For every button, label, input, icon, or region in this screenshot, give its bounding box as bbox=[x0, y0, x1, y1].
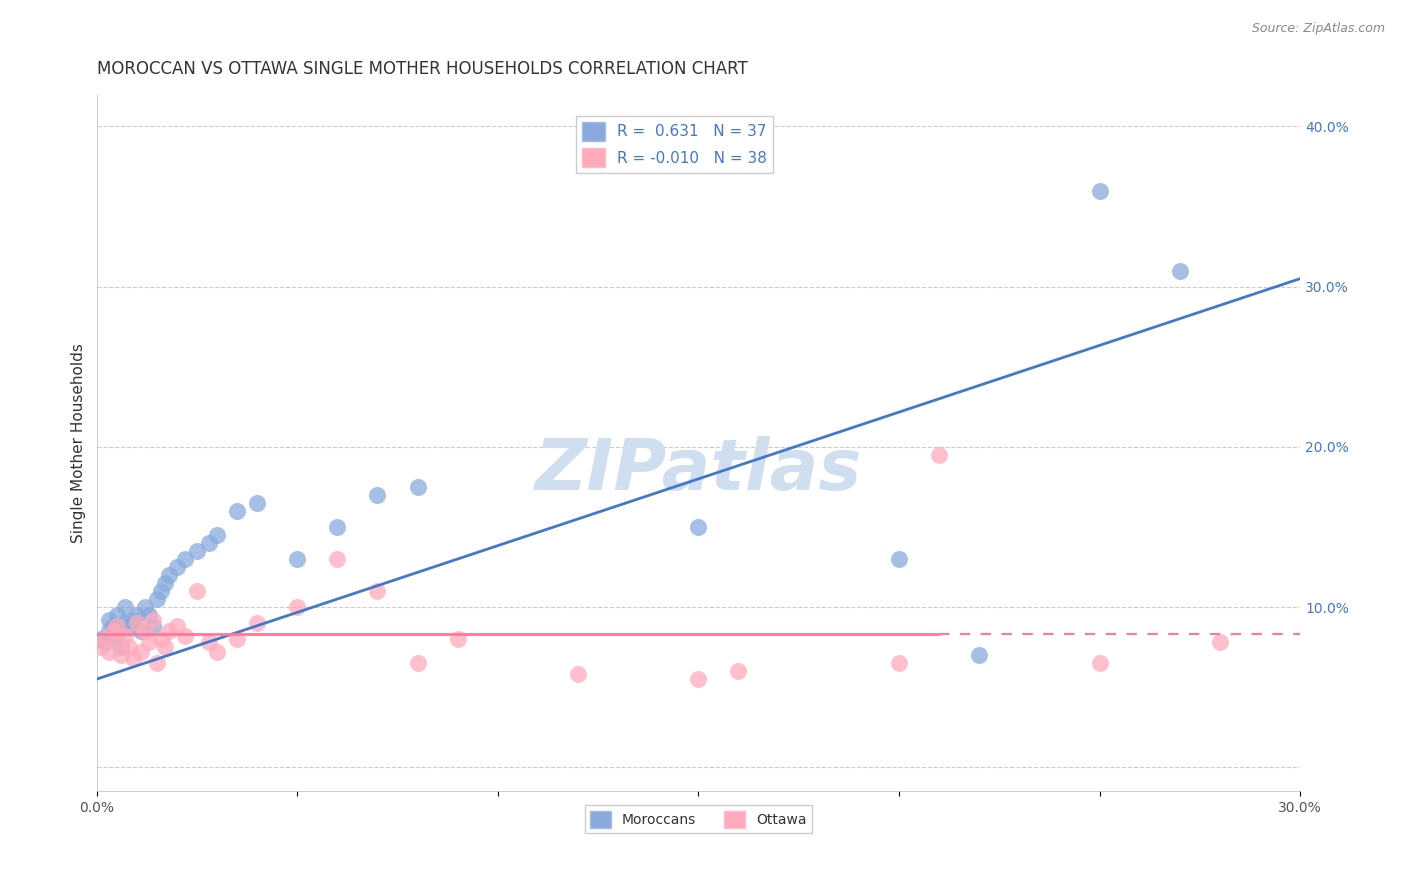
Point bbox=[174, 552, 197, 566]
Point bbox=[146, 656, 169, 670]
Point bbox=[205, 528, 228, 542]
Text: MOROCCAN VS OTTAWA SINGLE MOTHER HOUSEHOLDS CORRELATION CHART: MOROCCAN VS OTTAWA SINGLE MOTHER HOUSEHO… bbox=[97, 60, 748, 78]
Y-axis label: Single Mother Households: Single Mother Households bbox=[72, 343, 86, 543]
Point bbox=[226, 504, 249, 518]
Point bbox=[121, 651, 143, 665]
Point bbox=[727, 664, 749, 678]
Point bbox=[101, 624, 124, 638]
Point bbox=[105, 608, 128, 623]
Point bbox=[125, 608, 148, 623]
Point bbox=[366, 488, 388, 502]
Point bbox=[967, 648, 990, 662]
Point bbox=[138, 635, 160, 649]
Point bbox=[93, 635, 115, 649]
Point bbox=[114, 616, 136, 631]
Point bbox=[105, 635, 128, 649]
Point bbox=[326, 552, 349, 566]
Point bbox=[1088, 184, 1111, 198]
Point bbox=[125, 616, 148, 631]
Point bbox=[129, 645, 152, 659]
Point bbox=[246, 616, 269, 631]
Point bbox=[142, 619, 165, 633]
Point bbox=[246, 496, 269, 510]
Point bbox=[1209, 635, 1232, 649]
Point bbox=[366, 584, 388, 599]
Point bbox=[166, 619, 188, 633]
Point bbox=[90, 632, 112, 646]
Point bbox=[110, 640, 132, 654]
Point bbox=[406, 656, 429, 670]
Point bbox=[887, 552, 910, 566]
Point bbox=[142, 613, 165, 627]
Point bbox=[118, 640, 141, 654]
Point bbox=[129, 624, 152, 638]
Point bbox=[118, 619, 141, 633]
Point bbox=[134, 600, 156, 615]
Point bbox=[105, 629, 128, 643]
Point bbox=[567, 667, 589, 681]
Text: ZIPatlas: ZIPatlas bbox=[534, 436, 862, 505]
Point bbox=[97, 613, 120, 627]
Point bbox=[110, 648, 132, 662]
Point bbox=[90, 640, 112, 654]
Point bbox=[174, 629, 197, 643]
Point bbox=[101, 619, 124, 633]
Point bbox=[146, 592, 169, 607]
Point bbox=[138, 608, 160, 623]
Point bbox=[114, 629, 136, 643]
Point bbox=[198, 635, 221, 649]
Point bbox=[326, 520, 349, 534]
Point bbox=[285, 600, 308, 615]
Legend: Moroccans, Ottawa: Moroccans, Ottawa bbox=[585, 805, 813, 833]
Point bbox=[447, 632, 470, 646]
Text: Source: ZipAtlas.com: Source: ZipAtlas.com bbox=[1251, 22, 1385, 36]
Point bbox=[1168, 263, 1191, 277]
Point bbox=[157, 624, 180, 638]
Point bbox=[1088, 656, 1111, 670]
Point bbox=[157, 568, 180, 582]
Point bbox=[134, 624, 156, 638]
Point bbox=[887, 656, 910, 670]
Point bbox=[153, 576, 176, 591]
Point bbox=[153, 640, 176, 654]
Point bbox=[97, 645, 120, 659]
Point bbox=[688, 520, 710, 534]
Point bbox=[226, 632, 249, 646]
Point bbox=[285, 552, 308, 566]
Point bbox=[186, 544, 208, 558]
Point bbox=[166, 560, 188, 574]
Point bbox=[149, 584, 172, 599]
Point bbox=[121, 613, 143, 627]
Point bbox=[928, 448, 950, 462]
Point bbox=[149, 632, 172, 646]
Point bbox=[688, 672, 710, 686]
Point bbox=[198, 536, 221, 550]
Point bbox=[114, 600, 136, 615]
Point bbox=[105, 619, 128, 633]
Point bbox=[406, 480, 429, 494]
Point bbox=[97, 624, 120, 638]
Point bbox=[205, 645, 228, 659]
Point bbox=[186, 584, 208, 599]
Point bbox=[93, 632, 115, 646]
